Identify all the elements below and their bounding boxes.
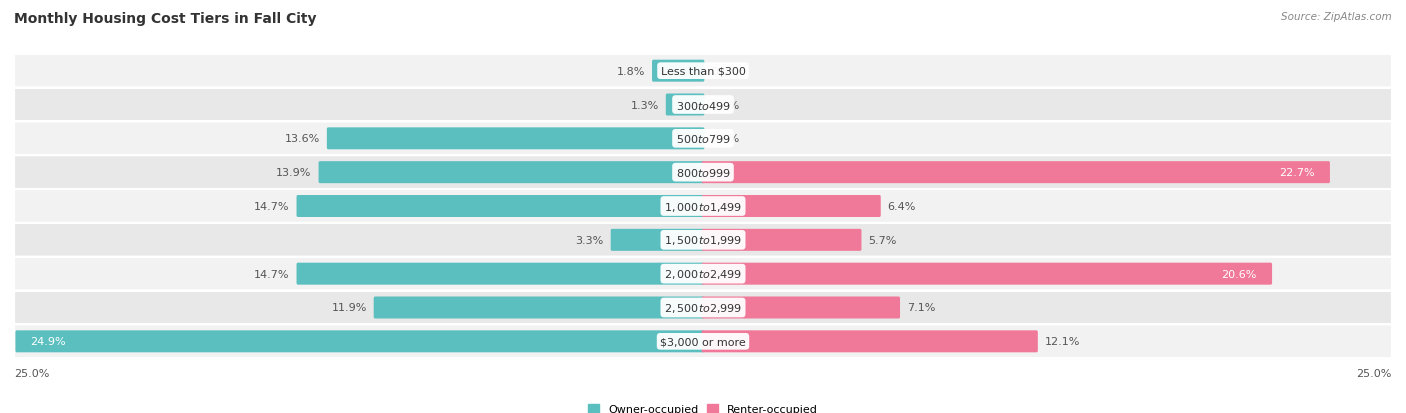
FancyBboxPatch shape: [610, 229, 704, 251]
Text: 22.7%: 22.7%: [1279, 168, 1315, 178]
Text: 14.7%: 14.7%: [254, 269, 290, 279]
Text: 14.7%: 14.7%: [254, 202, 290, 211]
Text: $2,000 to $2,499: $2,000 to $2,499: [664, 268, 742, 280]
FancyBboxPatch shape: [652, 61, 704, 83]
Text: 13.9%: 13.9%: [277, 168, 312, 178]
FancyBboxPatch shape: [15, 330, 704, 352]
Text: 0.0%: 0.0%: [711, 134, 740, 144]
FancyBboxPatch shape: [14, 190, 1392, 223]
Text: 0.0%: 0.0%: [711, 100, 740, 110]
Text: $1,500 to $1,999: $1,500 to $1,999: [664, 234, 742, 247]
FancyBboxPatch shape: [297, 263, 704, 285]
Text: $500 to $799: $500 to $799: [675, 133, 731, 145]
FancyBboxPatch shape: [14, 291, 1392, 325]
FancyBboxPatch shape: [702, 297, 900, 319]
Text: 11.9%: 11.9%: [332, 303, 367, 313]
Text: $800 to $999: $800 to $999: [675, 167, 731, 179]
FancyBboxPatch shape: [14, 55, 1392, 88]
FancyBboxPatch shape: [14, 257, 1392, 291]
FancyBboxPatch shape: [374, 297, 704, 319]
Text: 0.0%: 0.0%: [711, 66, 740, 76]
Text: $1,000 to $1,499: $1,000 to $1,499: [664, 200, 742, 213]
Text: 6.4%: 6.4%: [887, 202, 917, 211]
Text: 7.1%: 7.1%: [907, 303, 935, 313]
FancyBboxPatch shape: [702, 229, 862, 251]
FancyBboxPatch shape: [319, 162, 704, 184]
Text: Less than $300: Less than $300: [661, 66, 745, 76]
Text: $3,000 or more: $3,000 or more: [661, 337, 745, 347]
Text: 25.0%: 25.0%: [1357, 368, 1392, 378]
FancyBboxPatch shape: [14, 122, 1392, 156]
Text: 24.9%: 24.9%: [31, 337, 66, 347]
FancyBboxPatch shape: [14, 223, 1392, 257]
FancyBboxPatch shape: [702, 195, 880, 218]
FancyBboxPatch shape: [702, 162, 1330, 184]
FancyBboxPatch shape: [14, 156, 1392, 190]
FancyBboxPatch shape: [14, 325, 1392, 358]
FancyBboxPatch shape: [702, 263, 1272, 285]
Text: 1.8%: 1.8%: [617, 66, 645, 76]
Text: 1.3%: 1.3%: [631, 100, 659, 110]
Text: 5.7%: 5.7%: [869, 235, 897, 245]
FancyBboxPatch shape: [297, 195, 704, 218]
Text: 12.1%: 12.1%: [1045, 337, 1080, 347]
Text: 20.6%: 20.6%: [1222, 269, 1257, 279]
Text: Monthly Housing Cost Tiers in Fall City: Monthly Housing Cost Tiers in Fall City: [14, 12, 316, 26]
FancyBboxPatch shape: [702, 330, 1038, 352]
Text: Source: ZipAtlas.com: Source: ZipAtlas.com: [1281, 12, 1392, 22]
Text: 3.3%: 3.3%: [575, 235, 603, 245]
Text: $300 to $499: $300 to $499: [675, 99, 731, 111]
FancyBboxPatch shape: [326, 128, 704, 150]
FancyBboxPatch shape: [666, 94, 704, 116]
FancyBboxPatch shape: [14, 88, 1392, 122]
Text: $2,500 to $2,999: $2,500 to $2,999: [664, 301, 742, 314]
Text: 25.0%: 25.0%: [14, 368, 49, 378]
Text: 13.6%: 13.6%: [284, 134, 321, 144]
Legend: Owner-occupied, Renter-occupied: Owner-occupied, Renter-occupied: [588, 404, 818, 413]
